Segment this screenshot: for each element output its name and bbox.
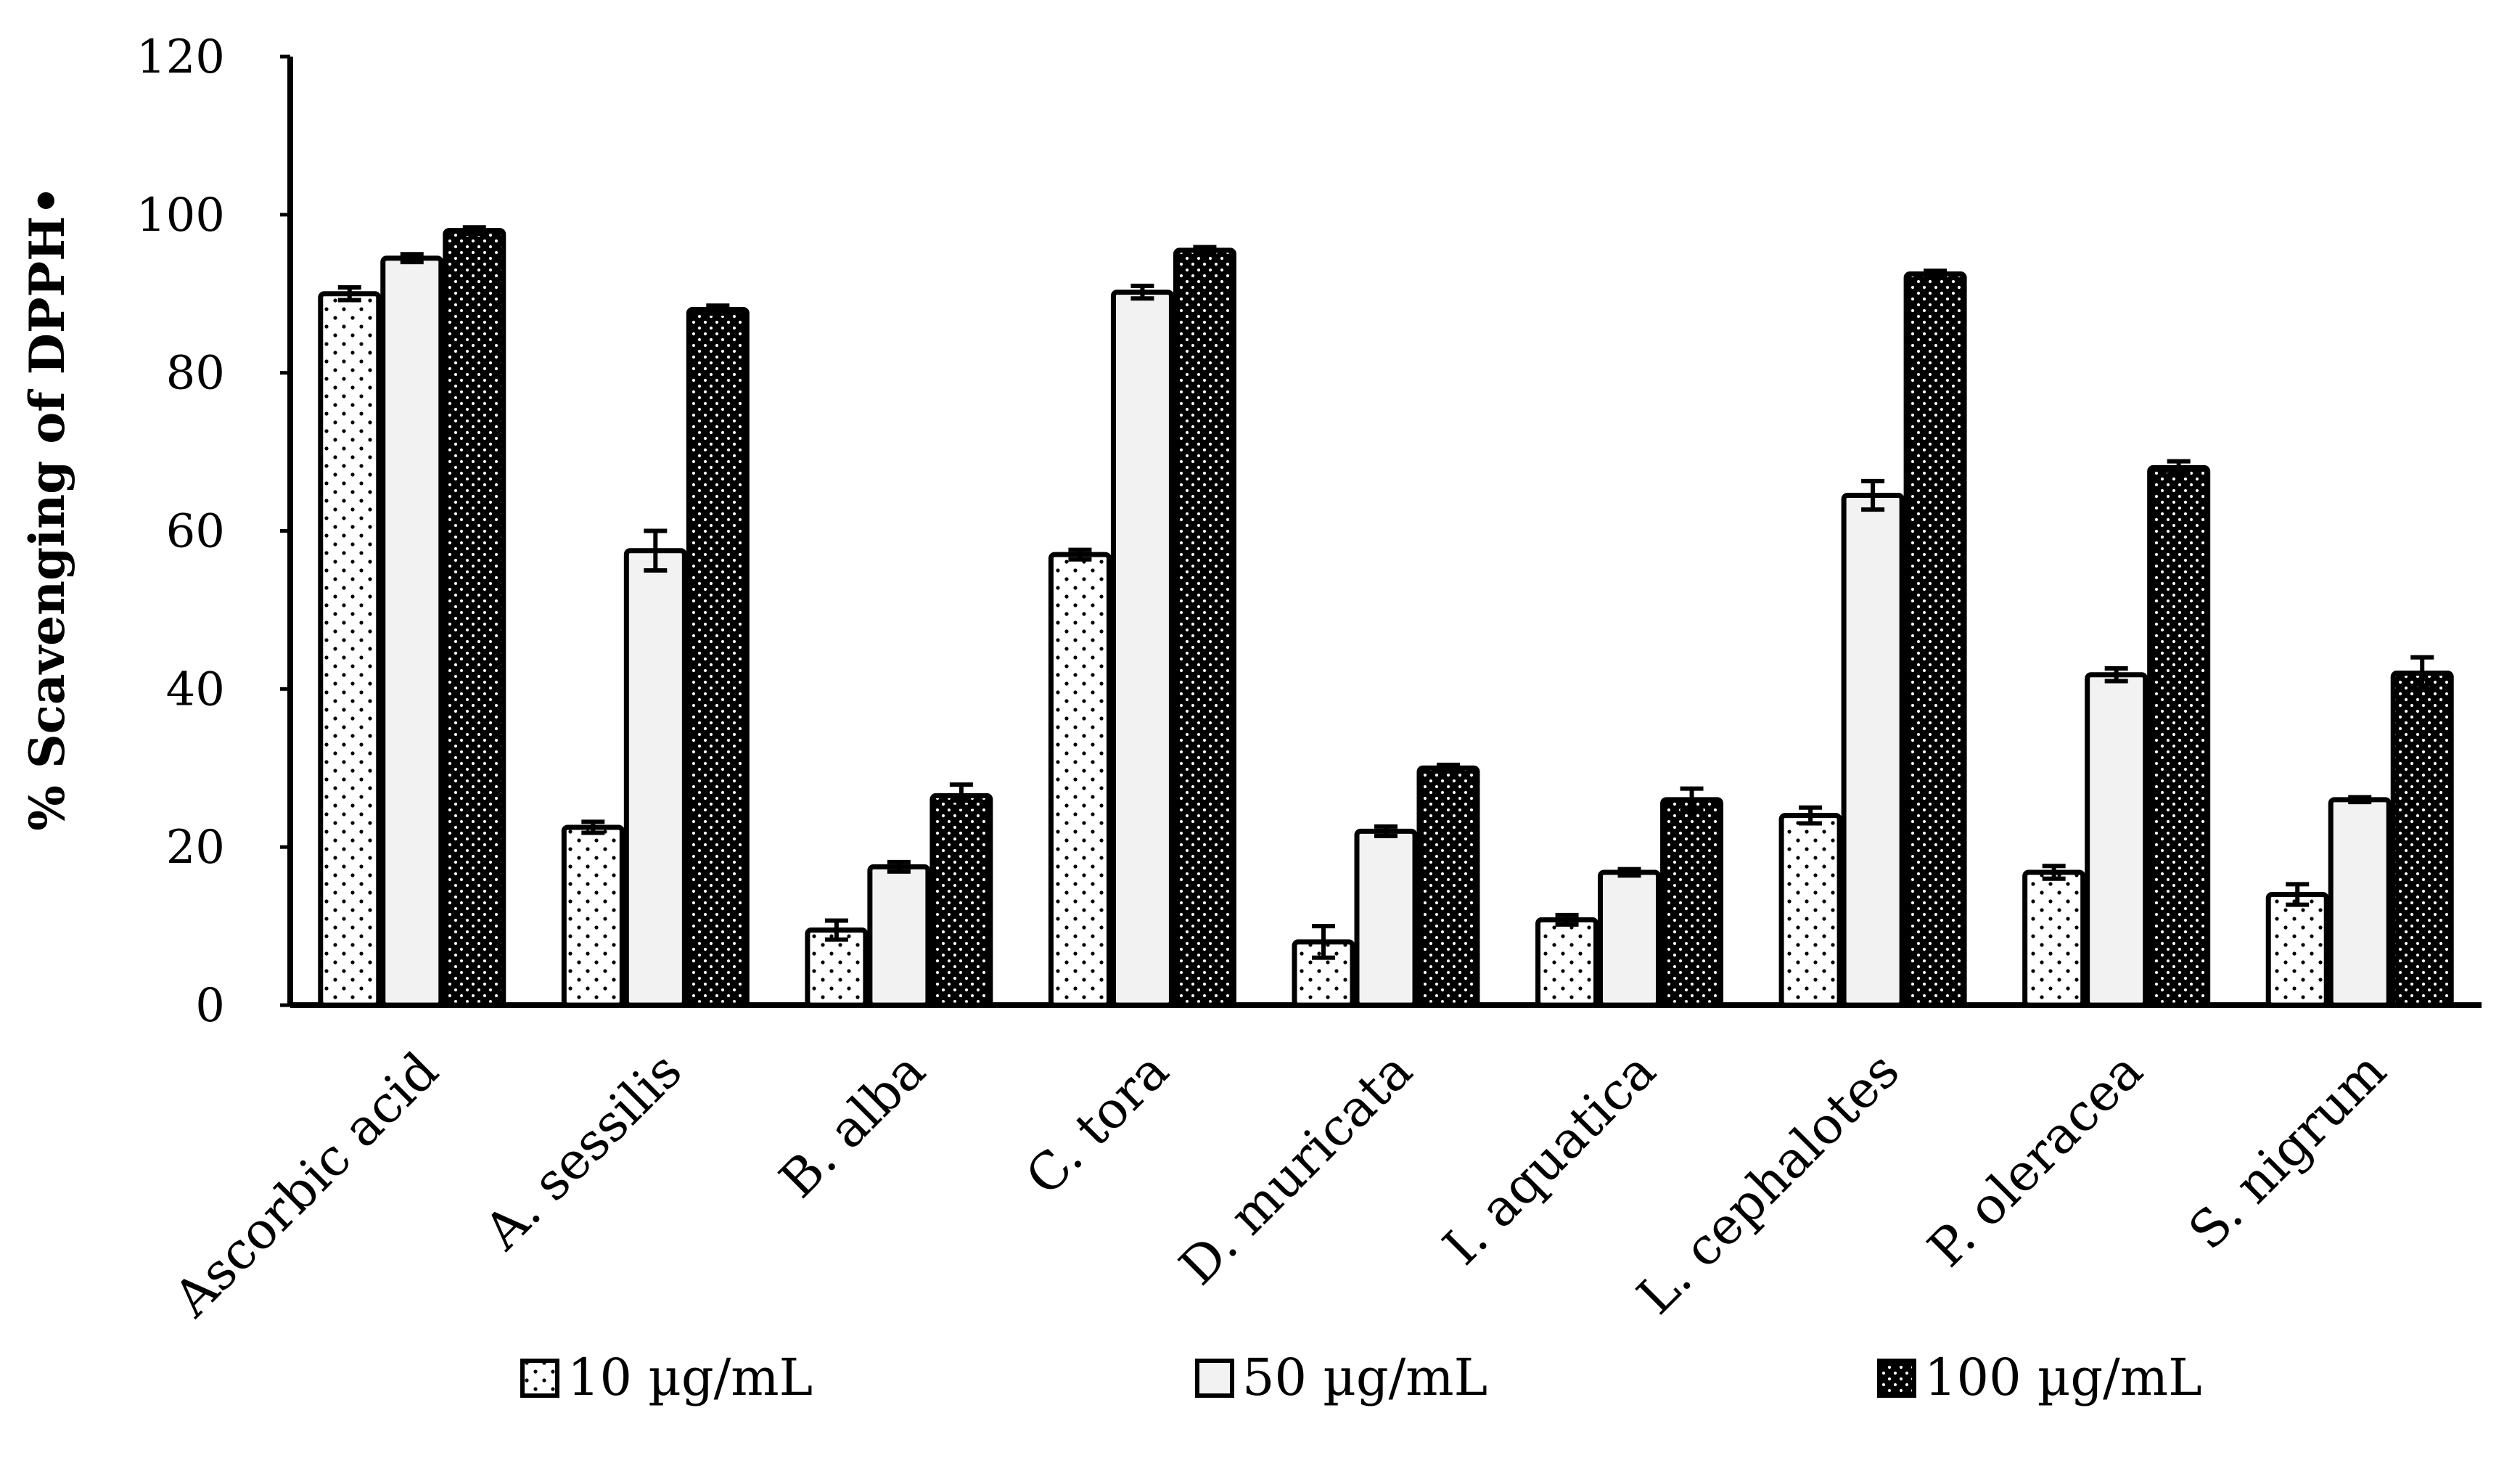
error-bar [337, 285, 361, 303]
error-bar [581, 819, 605, 835]
legend-item: 50 µg/mL [1195, 1348, 1487, 1407]
bar-s-nigrum-series-2 [2328, 797, 2392, 1008]
error-bar [2410, 655, 2434, 692]
error-bar [706, 303, 730, 316]
bar-ascorbic-acid-series-3 [443, 228, 506, 1008]
x-category-label: D. muricata [1168, 1041, 1424, 1296]
bar-a-sessilis-series-1 [561, 824, 625, 1008]
error-bar [644, 528, 668, 573]
y-tick-label: 100 [136, 189, 225, 242]
bar-p-oleracea-series-1 [2022, 869, 2086, 1008]
y-tick-label: 20 [166, 821, 225, 875]
y-tick-label: 120 [136, 30, 225, 84]
error-bar [1861, 478, 1885, 512]
bar-s-nigrum-series-1 [2265, 892, 2329, 1008]
y-tick-label: 60 [166, 505, 225, 559]
error-bar [1680, 786, 1704, 814]
y-axis: 0 20 40 60 80 100 120 [136, 30, 293, 1033]
error-bar [2286, 882, 2310, 907]
bar-b-alba-series-3 [929, 793, 993, 1008]
legend-swatch [1877, 1359, 1916, 1398]
legend-label: 10 µg/mL [567, 1348, 813, 1407]
error-bar [949, 782, 973, 809]
y-tick-label: 0 [195, 979, 225, 1033]
bar-l-cephalotes-series-1 [1778, 813, 1842, 1008]
bar-a-sessilis-series-2 [623, 548, 687, 1008]
error-bar [1312, 924, 1335, 960]
bar-i-aquatica-series-3 [1660, 797, 1724, 1008]
bar-c-tora-series-3 [1173, 247, 1236, 1008]
x-category-label: L. cephalotes [1625, 1041, 1910, 1326]
error-bar [400, 252, 424, 265]
x-category-label: B. alba [768, 1041, 937, 1209]
legend-item: 10 µg/mL [520, 1348, 813, 1407]
error-bar [824, 918, 848, 942]
bar-p-oleracea-series-2 [2085, 672, 2148, 1008]
x-category-label: P. oleracea [1916, 1041, 2154, 1278]
bar-c-tora-series-1 [1048, 552, 1112, 1008]
bar-l-cephalotes-series-3 [1903, 271, 1967, 1008]
error-bar [2348, 795, 2372, 805]
error-bar [1924, 269, 1948, 279]
x-category-label: I. aquatica [1432, 1041, 1667, 1277]
error-bar [1555, 912, 1579, 927]
error-bar [1130, 283, 1154, 301]
bar-l-cephalotes-series-2 [1841, 492, 1905, 1008]
error-bar [462, 225, 486, 236]
error-bar [2167, 459, 2191, 477]
legend-item: 100 µg/mL [1877, 1348, 2202, 1407]
error-bar [887, 859, 911, 874]
bar-d-muricata-series-2 [1354, 828, 1418, 1008]
bar-ascorbic-acid-series-2 [380, 255, 444, 1008]
bar-i-aquatica-series-1 [1535, 917, 1599, 1008]
error-bar [1437, 762, 1460, 774]
bar-s-nigrum-series-3 [2390, 671, 2454, 1008]
error-bar [1374, 824, 1398, 838]
y-tick-label: 40 [166, 663, 225, 716]
bar-p-oleracea-series-3 [2147, 464, 2211, 1008]
error-bar [1193, 245, 1217, 256]
x-category-label: A. sessilis [472, 1041, 693, 1261]
error-bar [2104, 666, 2128, 684]
error-bar [1799, 805, 1823, 826]
bar-c-tora-series-2 [1110, 290, 1174, 1008]
y-tick-label: 80 [166, 347, 225, 401]
category-labels: Ascorbic acid A. sessilis B. alba C. toraD.… [162, 1041, 2397, 1329]
x-category-label: S. nigrum [2178, 1041, 2397, 1261]
legend-swatch [520, 1359, 559, 1398]
y-axis-title: % Scavenging of DPPH• [19, 185, 75, 830]
bar-i-aquatica-series-2 [1598, 869, 1662, 1008]
bars [318, 225, 2454, 1008]
error-bar [1617, 867, 1641, 878]
x-category-label: C. tora [1014, 1041, 1180, 1206]
legend: 10 µg/mL 50 µg/mL 100 µg/mL [520, 1348, 2202, 1407]
error-bar [2042, 864, 2066, 881]
legend-swatch [1195, 1359, 1234, 1398]
bar-b-alba-series-2 [867, 864, 931, 1008]
legend-label: 100 µg/mL [1924, 1348, 2202, 1407]
legend-label: 50 µg/mL [1242, 1348, 1487, 1407]
error-bar [1068, 547, 1092, 562]
bar-a-sessilis-series-3 [686, 307, 750, 1008]
bar-d-muricata-series-3 [1416, 765, 1480, 1008]
bar-ascorbic-acid-series-1 [318, 291, 382, 1008]
x-category-label: Ascorbic acid [162, 1041, 450, 1329]
